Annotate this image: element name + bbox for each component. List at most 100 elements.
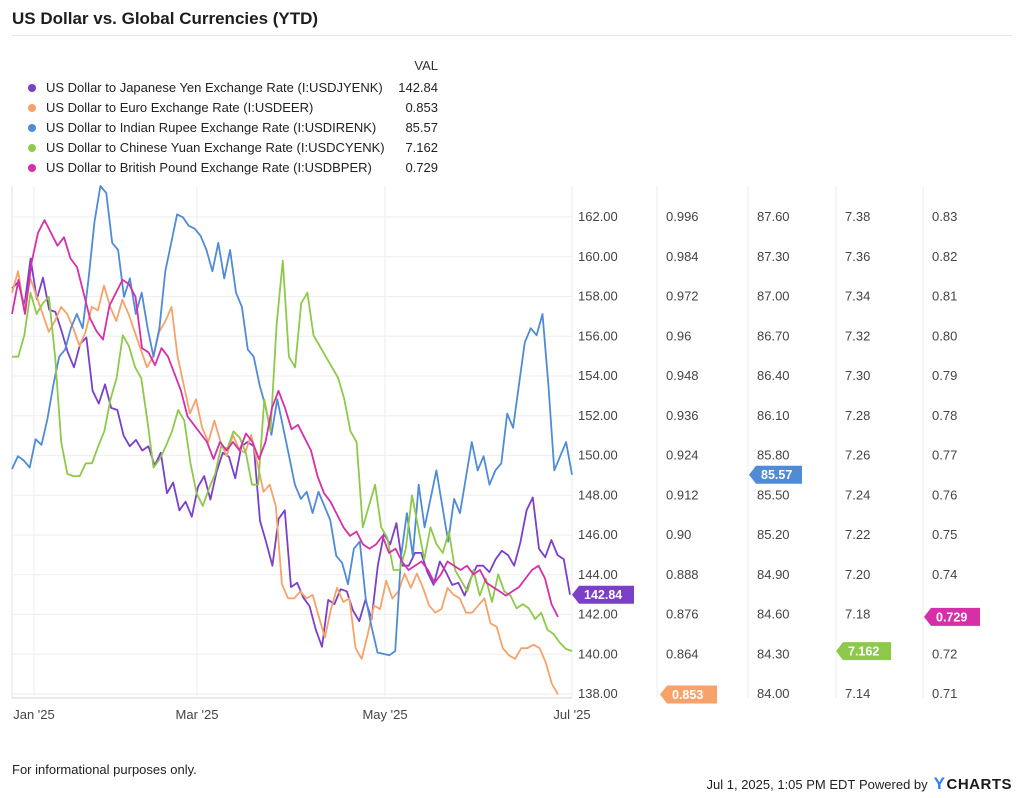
y-tick-label-inr: 87.30 [757,249,790,264]
y-tick-label-gbp: 0.71 [932,686,957,701]
y-tick-label-jpy: 140.00 [578,646,618,661]
legend-dot-inr [28,124,36,132]
y-tick-label-eur: 0.936 [666,408,699,423]
y-tick-label-eur: 0.948 [666,368,699,383]
last-value-label-jpy: 142.84 [584,588,622,602]
y-tick-label-eur: 0.972 [666,289,699,304]
y-tick-label-eur: 0.888 [666,567,699,582]
y-tick-label-eur: 0.912 [666,487,699,502]
last-value-label-gbp: 0.729 [936,610,967,624]
legend-label: US Dollar to Chinese Yuan Exchange Rate … [46,140,385,155]
y-tick-label-inr: 85.20 [757,527,790,542]
last-value-label-eur: 0.853 [672,688,703,702]
footer-credit: Jul 1, 2025, 1:05 PM EDT Powered by Y CHA… [707,774,1012,794]
y-tick-label-jpy: 156.00 [578,328,618,343]
y-tick-label-jpy: 160.00 [578,249,618,264]
y-tick-label-inr: 86.10 [757,408,790,423]
y-tick-label-gbp: 0.79 [932,368,957,383]
y-tick-label-inr: 84.30 [757,646,790,661]
legend-dot-gbp [28,164,36,172]
y-tick-label-cny: 7.18 [845,607,870,622]
y-tick-label-gbp: 0.75 [932,527,957,542]
y-tick-label-inr: 87.00 [757,289,790,304]
powered-by-label: Powered by [859,776,928,792]
y-tick-label-gbp: 0.77 [932,448,957,463]
legend-value: 0.729 [405,160,438,175]
y-tick-label-jpy: 138.00 [578,686,618,701]
series-line-gbp [11,219,559,618]
legend-header-val: VAL [414,58,438,73]
x-tick-label: May '25 [362,707,407,722]
x-tick-label: Jan '25 [13,707,55,722]
y-tick-label-cny: 7.34 [845,289,870,304]
y-tick-label-gbp: 0.72 [932,646,957,661]
y-tick-label-cny: 7.22 [845,527,870,542]
y-tick-label-cny: 7.28 [845,408,870,423]
y-tick-label-jpy: 146.00 [578,527,618,542]
title-divider [12,35,1012,36]
y-tick-label-gbp: 0.82 [932,249,957,264]
legend-item-gbp[interactable]: US Dollar to British Pound Exchange Rate… [28,158,438,178]
legend-value: 0.853 [405,100,438,115]
x-tick-label: Jul '25 [553,707,590,722]
legend-label: US Dollar to Japanese Yen Exchange Rate … [46,80,383,95]
y-tick-label-jpy: 152.00 [578,408,618,423]
y-tick-label-cny: 7.24 [845,487,870,502]
y-tick-label-cny: 7.38 [845,209,870,224]
y-tick-label-jpy: 150.00 [578,448,618,463]
y-tick-label-gbp: 0.81 [932,289,957,304]
y-tick-label-cny: 7.32 [845,328,870,343]
legend-dot-jpy [28,84,36,92]
legend-item-cny[interactable]: US Dollar to Chinese Yuan Exchange Rate … [28,138,438,158]
series-line-eur [11,270,559,695]
legend-value: 7.162 [405,140,438,155]
y-tick-label-inr: 86.40 [757,368,790,383]
series-line-jpy [11,257,571,648]
y-tick-label-eur: 0.864 [666,646,699,661]
y-tick-label-jpy: 154.00 [578,368,618,383]
last-value-flag-inr [749,465,802,484]
legend-value: 142.84 [398,80,438,95]
legend-label: US Dollar to British Pound Exchange Rate… [46,160,372,175]
last-value-flag-cny [836,642,891,661]
logo-y-icon: Y [933,774,946,793]
x-tick-label: Mar '25 [176,707,219,722]
y-tick-label-inr: 85.80 [757,448,790,463]
brand-name: CHARTS [946,775,1012,793]
y-tick-label-eur: 0.90 [666,527,691,542]
timestamp: Jul 1, 2025, 1:05 PM EDT [706,776,856,792]
last-value-flag-gbp [924,607,980,626]
legend-label: US Dollar to Indian Rupee Exchange Rate … [46,120,377,135]
legend-item-eur[interactable]: US Dollar to Euro Exchange Rate (I:USDEE… [28,98,438,118]
y-tick-label-gbp: 0.80 [932,328,957,343]
y-tick-label-jpy: 142.00 [578,607,618,622]
y-tick-label-inr: 85.50 [757,487,790,502]
y-tick-label-cny: 7.26 [845,448,870,463]
ycharts-logo[interactable]: Y CHARTS [934,774,1012,794]
y-tick-label-inr: 84.00 [757,686,790,701]
legend-label: US Dollar to Euro Exchange Rate (I:USDEE… [46,100,314,115]
legend-item-jpy[interactable]: US Dollar to Japanese Yen Exchange Rate … [28,78,438,98]
chart-title: US Dollar vs. Global Currencies (YTD) [12,9,319,28]
y-tick-label-jpy: 144.00 [578,567,618,582]
y-tick-label-cny: 7.14 [845,686,870,701]
y-tick-label-inr: 86.70 [757,328,790,343]
y-tick-label-gbp: 0.74 [932,567,957,582]
y-tick-label-jpy: 158.00 [578,289,618,304]
y-tick-label-eur: 0.924 [666,448,699,463]
series-line-inr [11,185,573,657]
y-tick-label-cny: 7.30 [845,368,870,383]
y-tick-label-eur: 0.996 [666,209,699,224]
legend-item-inr[interactable]: US Dollar to Indian Rupee Exchange Rate … [28,118,438,138]
y-tick-label-inr: 87.60 [757,209,790,224]
y-tick-label-eur: 0.96 [666,328,691,343]
legend-dot-eur [28,104,36,112]
y-tick-label-cny: 7.20 [845,567,870,582]
disclaimer: For informational purposes only. [12,762,197,777]
last-value-flag-eur [660,685,717,704]
y-tick-label-jpy: 162.00 [578,209,618,224]
y-tick-label-cny: 7.36 [845,249,870,264]
last-value-flag-jpy [572,585,634,604]
y-tick-label-jpy: 148.00 [578,487,618,502]
